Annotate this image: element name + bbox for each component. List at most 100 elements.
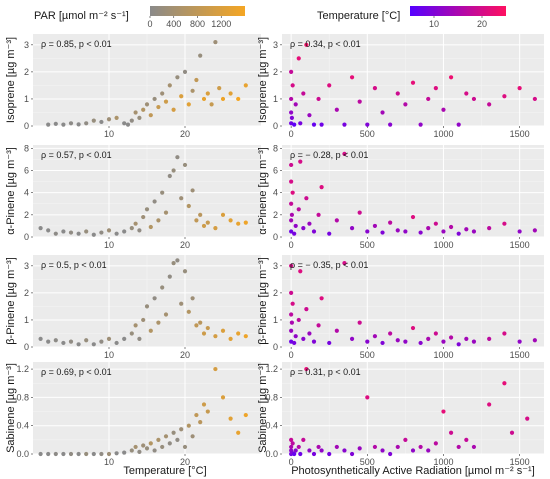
data-point [464, 227, 469, 232]
x-tick-label: 1000 [433, 240, 453, 250]
y-tick-label: 0.0 [16, 449, 29, 459]
data-point [289, 229, 294, 234]
data-point [114, 231, 119, 236]
data-point [289, 218, 294, 223]
data-point [372, 444, 378, 450]
data-point [418, 340, 423, 346]
y-tick-label: 0.4 [16, 421, 29, 431]
data-point [487, 226, 492, 231]
data-point [179, 301, 184, 306]
y-tick-label: 4 [273, 188, 278, 198]
data-point [236, 430, 241, 435]
y-tick-label: 1 [273, 315, 278, 325]
data-point [298, 269, 303, 274]
data-point [114, 340, 119, 346]
x-tick-label: 1000 [433, 129, 453, 139]
data-point [84, 451, 89, 457]
correlation-annotation: ρ = − 0.28, p < 0.01 [290, 150, 368, 160]
data-point [190, 188, 195, 193]
data-point [418, 230, 423, 235]
data-point [175, 155, 180, 160]
correlation-annotation: ρ = 0.85, p < 0.01 [41, 39, 112, 49]
data-point [301, 437, 306, 442]
data-point [502, 381, 507, 386]
data-point [175, 258, 180, 263]
data-point [243, 220, 248, 225]
x-tick-label: 1500 [510, 129, 530, 139]
data-point [298, 159, 303, 164]
data-point [84, 338, 89, 343]
points [289, 151, 537, 236]
data-point [137, 115, 142, 120]
data-point [487, 336, 492, 341]
data-point [292, 451, 297, 457]
y-tick-label: 6 [24, 165, 29, 175]
x-tick-label: 0 [289, 350, 294, 360]
data-point [68, 339, 74, 344]
data-point [129, 448, 134, 453]
data-point [316, 212, 321, 217]
data-point [357, 99, 362, 104]
data-point [122, 450, 127, 455]
data-point [129, 226, 134, 231]
data-point [433, 221, 438, 226]
data-point [171, 168, 176, 173]
data-point [403, 102, 408, 107]
data-point [509, 430, 515, 435]
data-point [190, 434, 195, 439]
data-point [292, 340, 297, 346]
data-point [84, 121, 89, 126]
y-tick-label: 0 [24, 121, 29, 131]
data-point [327, 231, 332, 236]
panel-7: 0.0 0.4 0.8 1.2 10 20 ρ = 0.69, p < 0.01 Sabine… [5, 362, 261, 467]
data-point [316, 444, 321, 450]
data-point [175, 75, 180, 80]
data-point [53, 121, 58, 126]
y-tick-label: 0 [273, 121, 278, 131]
correlation-annotation: ρ = 0.57, p < 0.01 [41, 150, 112, 160]
data-point [53, 338, 58, 343]
data-point [388, 220, 393, 225]
temperature-legend: Temperature [°C] 10 20 [317, 6, 506, 29]
data-point [91, 451, 96, 457]
data-point [148, 224, 153, 230]
data-point [301, 91, 306, 96]
data-point [133, 221, 138, 226]
data-point [448, 75, 454, 80]
data-point [205, 220, 210, 225]
data-point [213, 40, 218, 45]
data-point [163, 434, 169, 439]
data-point [307, 113, 312, 118]
data-point [464, 91, 469, 96]
data-point [410, 80, 416, 85]
y-tick-label: 2 [24, 210, 29, 220]
data-point [456, 231, 461, 236]
data-point [334, 218, 339, 223]
legend-tick-label: 1200 [211, 19, 231, 29]
data-point [525, 416, 530, 421]
x-tick-label: 500 [360, 129, 375, 139]
data-point [133, 444, 138, 450]
data-point [137, 336, 142, 341]
data-point [213, 334, 218, 339]
data-point [217, 86, 222, 91]
data-point [395, 91, 400, 96]
data-point [471, 339, 477, 344]
data-point [532, 96, 537, 102]
data-point [342, 122, 347, 127]
data-point [349, 336, 355, 341]
y-axis-label: Isoprene [µg m⁻³] [5, 37, 17, 123]
data-point [532, 338, 537, 343]
data-point [327, 451, 332, 457]
data-point [372, 86, 378, 91]
data-point [304, 307, 309, 312]
data-point [289, 96, 294, 102]
data-point [194, 77, 199, 83]
data-point [179, 94, 184, 99]
y-tick-label: 1 [273, 94, 278, 104]
data-point [46, 122, 51, 127]
y-axis-label: α-Pinene [µg m⁻³] [5, 147, 17, 235]
data-point [464, 437, 469, 442]
x-tick-label: 10 [104, 350, 114, 360]
data-point [68, 451, 74, 457]
